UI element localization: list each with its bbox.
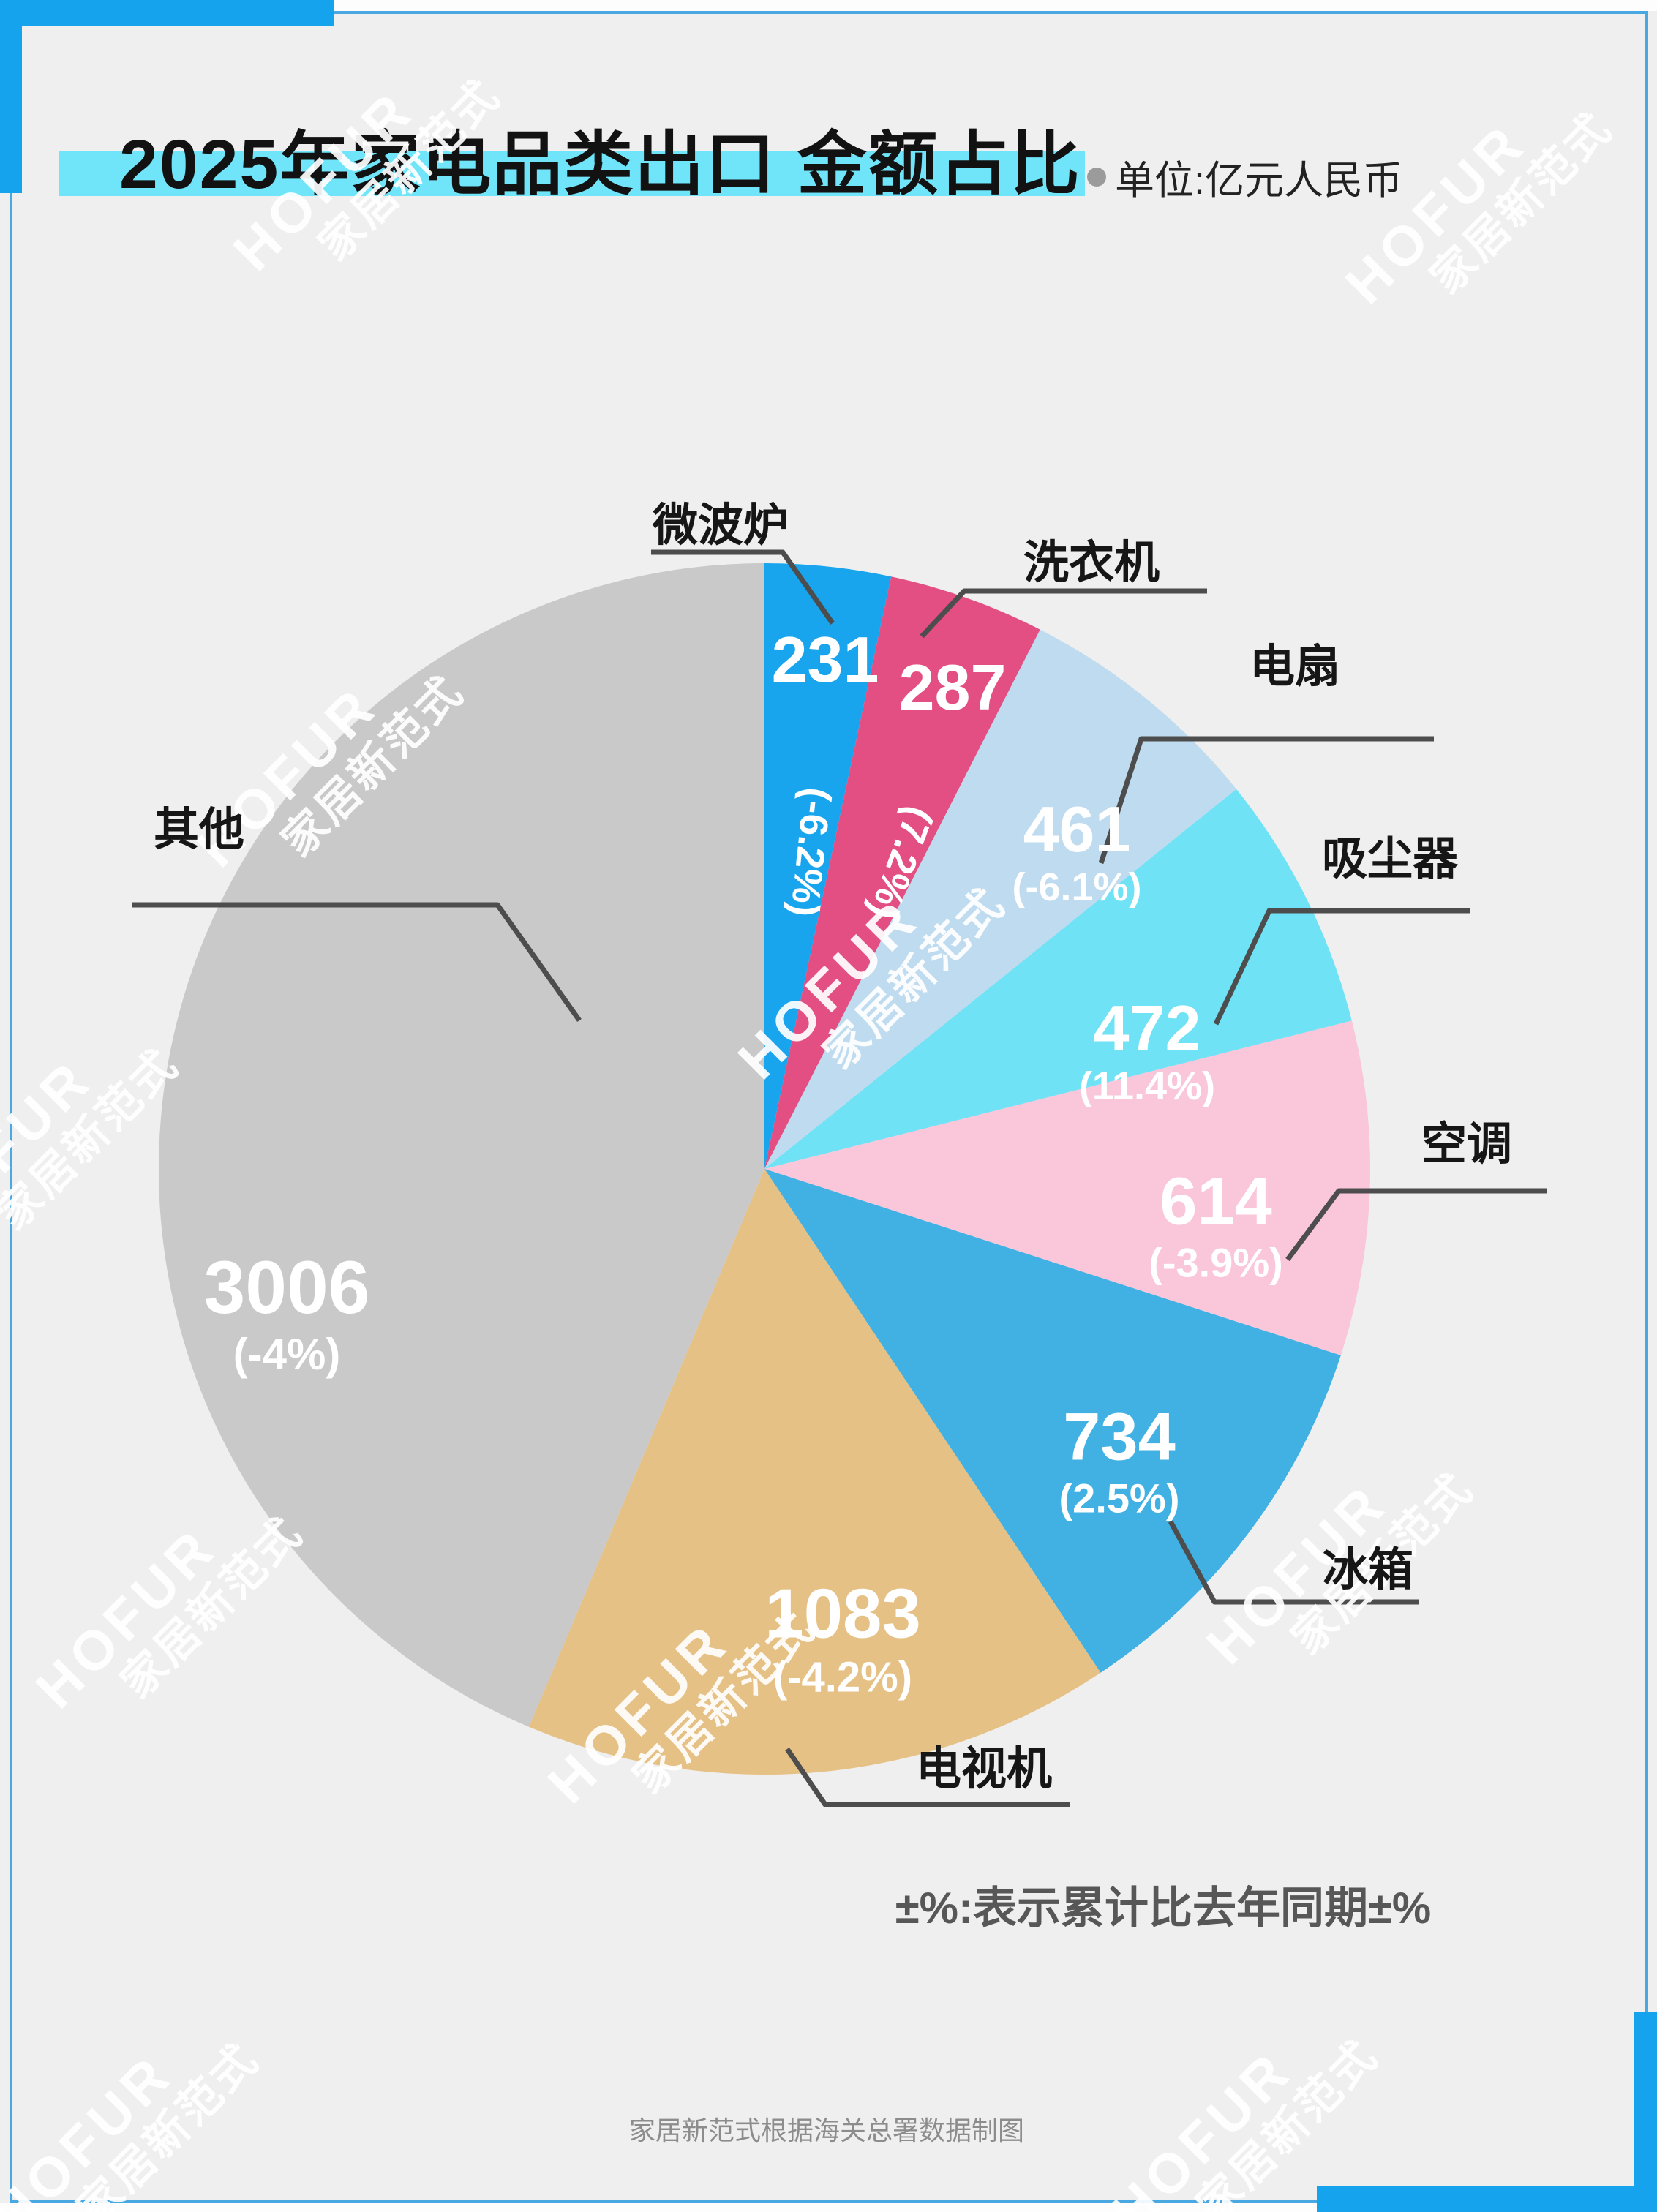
slice-change-pct: (2.5%) (1059, 1475, 1180, 1521)
category-label-3: 吸尘器 (1321, 834, 1459, 884)
slice-change-pct: (-4.2%) (773, 1653, 913, 1701)
bullet-icon (1087, 167, 1106, 187)
slice-value-label-2: 461 (-6.1%) (1012, 793, 1142, 913)
category-label-4: 空调 (1421, 1119, 1513, 1170)
leader-line-7 (132, 902, 582, 1023)
corner-bar-bottom-right-vertical (1634, 2012, 1657, 2212)
category-label-1: 洗衣机 (1023, 538, 1160, 588)
slice-value-label-1: 287 (898, 651, 1007, 723)
leader-line-6 (785, 1748, 1070, 1807)
frame-border-top (10, 11, 1648, 14)
top-white-strip (333, 0, 1657, 11)
slice-value: 614 (1160, 1164, 1272, 1239)
slice-value: 1083 (764, 1574, 921, 1653)
slice-value-label-3: 472 (11.4%) (1078, 992, 1216, 1112)
leader-line-0 (651, 549, 835, 625)
slice-value: 472 (1093, 992, 1201, 1065)
category-label-2: 电扇 (1249, 642, 1341, 692)
pie-slice-3 (764, 789, 1352, 1169)
category-label-5: 冰箱 (1322, 1545, 1414, 1595)
slice-change-pct: (-3.9%) (1149, 1239, 1283, 1286)
corner-bar-top-left-horizontal (0, 0, 334, 26)
leader-line-5 (1168, 1520, 1419, 1605)
slice-value-label-4: 614 (-3.9%) (1149, 1167, 1283, 1289)
slice-change-pct-0: (-6.2%) (781, 785, 840, 919)
slice-value: 461 (1023, 793, 1131, 866)
pie-slice-4 (764, 1020, 1370, 1355)
pie-slice-2 (764, 629, 1236, 1169)
slice-value-label-0: 231 (771, 623, 879, 696)
frame-border-bottom (10, 2200, 1648, 2203)
page-title: 2025年家电品类出口 金额占比 (119, 126, 1081, 203)
corner-bar-top-left-vertical (0, 0, 22, 193)
category-label-0: 微波炉 (652, 500, 789, 551)
pie-slice-6 (528, 1169, 1101, 1775)
corner-bar-bottom-right-horizontal (1317, 2186, 1657, 2212)
leader-line-3 (1213, 908, 1470, 1026)
category-label-7: 其他 (153, 805, 245, 855)
frame-border-right (1645, 11, 1648, 2203)
slice-value: 3006 (203, 1245, 370, 1329)
pie-slice-0 (764, 563, 892, 1169)
pie-slice-7 (158, 563, 764, 1727)
slice-value-label-7: 3006 (-4%) (203, 1245, 370, 1382)
pie-slice-5 (764, 1169, 1341, 1673)
credit-line: 家居新范式根据海关总署数据制图 (628, 2115, 1025, 2145)
unit-note: 单位:亿元人民币 (1087, 148, 1402, 206)
slice-value: 734 (1063, 1399, 1176, 1475)
category-label-6: 电视机 (915, 1744, 1053, 1794)
slice-value-label-6: 1083 (-4.2%) (764, 1577, 921, 1704)
unit-label: 单位:亿元人民币 (1115, 159, 1403, 203)
pie-slice-1 (764, 576, 1040, 1169)
leader-line-1 (920, 588, 1207, 639)
leader-line-2 (1098, 736, 1434, 865)
slice-value-label-5: 734 (2.5%) (1059, 1402, 1180, 1524)
slice-change-pct: (-6.1%) (1012, 865, 1142, 910)
slice-change-pct-1: (7.2%) (860, 801, 942, 925)
footnote: ±%:表示累计比去年同期±% (895, 1884, 1432, 1933)
title-highlight (59, 151, 1085, 196)
bottom-white-strip (0, 2203, 1657, 2212)
frame-border-left (10, 11, 12, 2203)
leader-line-4 (1285, 1188, 1547, 1262)
slice-change-pct: (11.4%) (1078, 1064, 1216, 1109)
slice-change-pct: (-4%) (233, 1330, 341, 1380)
